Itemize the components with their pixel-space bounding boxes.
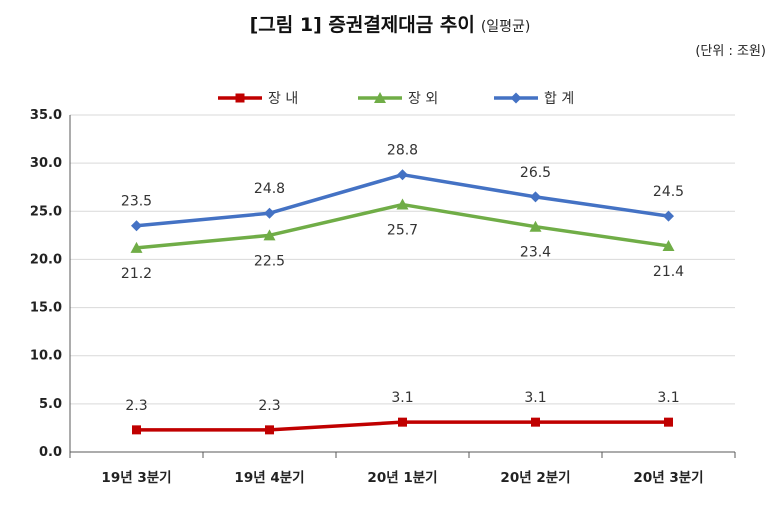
data-point [264, 207, 275, 219]
data-point [398, 417, 407, 427]
data-label: 22.5 [254, 253, 285, 269]
chart-subtitle: (일평균) [480, 19, 531, 35]
x-tick-label: 20년 2분기 [500, 470, 570, 486]
data-point [265, 425, 274, 435]
y-tick-label: 30.0 [30, 156, 62, 171]
legend-marker [374, 92, 386, 103]
data-point [530, 191, 541, 203]
data-point [664, 417, 673, 427]
legend-label: 합 계 [544, 91, 574, 107]
x-tick-label: 20년 1분기 [367, 470, 437, 486]
y-tick-label: 10.0 [30, 349, 62, 364]
data-point [132, 425, 141, 435]
y-tick-label: 15.0 [30, 301, 62, 316]
data-label: 23.4 [520, 245, 551, 261]
data-point [263, 229, 276, 241]
data-label: 3.1 [657, 390, 679, 406]
data-point [662, 239, 675, 251]
legend-marker [510, 92, 522, 104]
data-label: 3.1 [524, 390, 546, 406]
data-label: 2.3 [125, 398, 147, 414]
y-tick-label: 25.0 [30, 204, 62, 219]
data-label: 25.7 [387, 223, 418, 239]
y-tick-label: 0.0 [39, 445, 62, 460]
chart-title: [그림 1] 증권결제대금 추이 [249, 14, 475, 36]
data-point [130, 241, 143, 253]
data-label: 21.2 [121, 266, 152, 282]
data-point [397, 169, 408, 181]
data-point [529, 220, 542, 232]
data-label: 23.5 [121, 194, 152, 210]
data-point [396, 198, 409, 210]
chart-title-block: [그림 1] 증권결제대금 추이 (일평균) [0, 10, 780, 37]
y-tick-label: 20.0 [30, 252, 62, 267]
data-point [531, 417, 540, 427]
data-label: 24.5 [653, 184, 684, 200]
x-tick-label: 19년 4분기 [234, 470, 304, 486]
data-point [663, 210, 674, 222]
y-tick-label: 35.0 [30, 108, 62, 123]
data-label: 21.4 [653, 264, 684, 280]
x-tick-label: 19년 3분기 [101, 470, 171, 486]
data-point [131, 220, 142, 232]
legend-label: 장 내 [268, 91, 298, 107]
x-tick-label: 20년 3분기 [633, 470, 703, 486]
data-label: 2.3 [258, 398, 280, 414]
legend-marker [235, 93, 245, 103]
data-label: 26.5 [520, 165, 551, 181]
data-label: 28.8 [387, 143, 418, 159]
legend-label: 장 외 [408, 91, 438, 107]
y-tick-label: 5.0 [39, 397, 62, 412]
unit-label: (단위 : 조원) [695, 44, 766, 59]
data-label: 24.8 [254, 181, 285, 197]
data-label: 3.1 [391, 390, 413, 406]
